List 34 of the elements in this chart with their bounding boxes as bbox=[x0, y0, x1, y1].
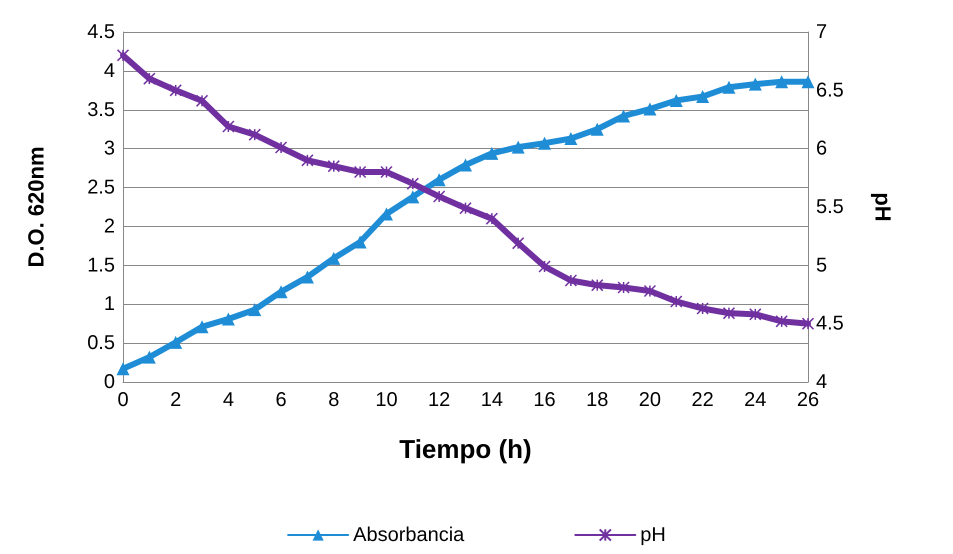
x-tick-label: 0 bbox=[117, 389, 129, 411]
y-tick-label: 0.5 bbox=[87, 332, 115, 354]
x-tick-label: 10 bbox=[375, 389, 398, 411]
x-tick-label: 22 bbox=[691, 389, 714, 411]
y2-tick-label: 6.5 bbox=[816, 79, 844, 102]
x-tick-label: 16 bbox=[533, 389, 556, 411]
y2-axis-title: pH bbox=[870, 192, 896, 222]
y2-tick-label: 5 bbox=[816, 254, 828, 276]
x-tick-label: 24 bbox=[744, 389, 766, 411]
x-axis-title: Tiempo (h) bbox=[399, 434, 532, 464]
y-tick-label: 3 bbox=[104, 138, 115, 160]
y-tick-label: 3.5 bbox=[87, 98, 115, 121]
y-tick-label: 1 bbox=[104, 293, 115, 316]
x-tick-label: 6 bbox=[276, 389, 287, 411]
y2-tick-label: 6 bbox=[816, 138, 828, 160]
y2-tick-label: 4.5 bbox=[816, 312, 844, 335]
y-axis-title: D.O. 620nm bbox=[24, 146, 48, 268]
x-tick-label: 4 bbox=[222, 389, 234, 411]
y-tick-label: 4.5 bbox=[87, 21, 115, 43]
y-tick-label: 0 bbox=[104, 371, 115, 393]
legend-label: pH bbox=[640, 524, 666, 546]
x-tick-label: 14 bbox=[480, 389, 503, 411]
y-tick-label: 4 bbox=[104, 60, 115, 82]
x-tick-label: 8 bbox=[328, 389, 340, 411]
x-tick-label: 18 bbox=[586, 389, 608, 411]
y2-tick-label: 7 bbox=[816, 21, 828, 43]
y-tick-label: 1.5 bbox=[87, 254, 115, 276]
y-tick-label: 2 bbox=[104, 215, 115, 238]
x-tick-label: 20 bbox=[638, 389, 662, 411]
y-tick-label: 2.5 bbox=[87, 176, 115, 199]
legend-label: Absorbancia bbox=[353, 524, 466, 546]
x-tick-label: 12 bbox=[428, 389, 450, 411]
x-tick-label: 2 bbox=[170, 389, 182, 411]
y2-tick-label: 5.5 bbox=[816, 196, 844, 218]
